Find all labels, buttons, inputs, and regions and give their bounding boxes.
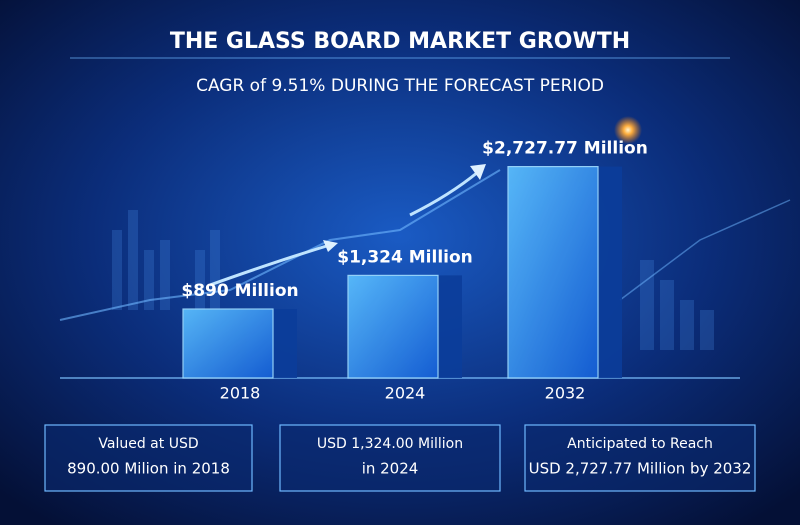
bar-side [438, 275, 462, 378]
bar [347, 274, 439, 379]
info-text: USD 2,727.77 Million by 2032 [529, 460, 752, 478]
x-tick-label: 2018 [220, 384, 261, 403]
sparkle [614, 116, 642, 144]
info-text: Valued at USD [98, 436, 198, 452]
chart-title: THE GLASS BOARD MARKET GROWTH [170, 29, 630, 54]
bar [507, 165, 599, 379]
x-tick-label: 2024 [385, 384, 426, 403]
info-text: 890.00 Milion in 2018 [67, 460, 230, 478]
bar-side [598, 166, 622, 378]
arrow-head [470, 164, 486, 180]
arrow [209, 243, 331, 287]
arrow [409, 170, 479, 217]
info-box [524, 424, 756, 492]
bar [182, 308, 274, 379]
value-label: $2,727.77 Million [482, 139, 648, 159]
bar-side [273, 309, 297, 378]
trend-line [59, 169, 501, 321]
info-text: Anticipated to Reach [567, 436, 713, 452]
value-label: $890 Million [181, 281, 298, 301]
info-box [279, 424, 501, 492]
info-text: in 2024 [362, 460, 419, 478]
arrow-head [323, 240, 338, 252]
info-box [44, 424, 253, 492]
chart-subtitle: CAGR of 9.51% DURING THE FORECAST PERIOD [196, 76, 604, 96]
value-label: $1,324 Million [337, 247, 473, 267]
x-tick-label: 2032 [545, 384, 586, 403]
trend-line [619, 199, 791, 301]
info-text: USD 1,324.00 Million [317, 436, 463, 452]
